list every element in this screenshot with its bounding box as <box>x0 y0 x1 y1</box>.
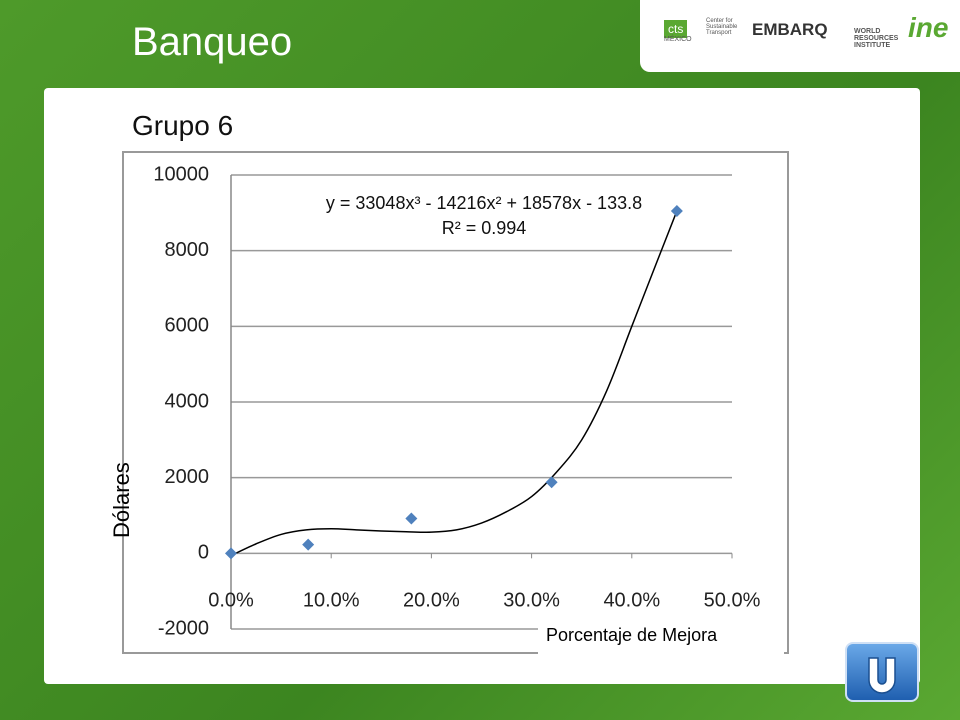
trendline <box>230 210 678 557</box>
y-tick-label: 6000 <box>165 315 210 337</box>
slide-title: Banqueo <box>132 20 293 64</box>
x-tick-label: 0.0% <box>208 590 254 612</box>
x-tick-label: 40.0% <box>603 590 660 612</box>
back-button[interactable] <box>845 642 919 702</box>
logo-text: ine <box>908 12 949 43</box>
x-tick-label: 20.0% <box>403 590 460 612</box>
data-point <box>405 512 418 525</box>
y-tick-label: 2000 <box>165 466 210 488</box>
logo-text: Center for Sustainable Transport <box>706 18 738 36</box>
y-tick-label: -2000 <box>158 617 209 639</box>
trend-equation: R² = 0.994 <box>442 218 527 238</box>
y-axis-label: Dólares <box>109 462 134 538</box>
subtitle: Grupo 6 <box>132 110 234 141</box>
x-axis-label: Porcentaje de Mejora <box>538 620 784 676</box>
trend-equation: y = 33048x³ - 14216x² + 18578x - 133.8 <box>326 193 642 213</box>
data-point <box>302 538 315 551</box>
x-tick-label: 30.0% <box>503 590 560 612</box>
logo-text: WORLD RESOURCES INSTITUTE <box>854 28 899 49</box>
y-tick-label: 8000 <box>165 239 210 261</box>
data-point <box>545 476 558 489</box>
data-point <box>225 547 237 560</box>
logo-text: EMBARQ <box>752 20 828 39</box>
x-tick-label: 50.0% <box>704 590 761 612</box>
logo-text: cts <box>664 20 688 38</box>
y-tick-label: 10000 <box>153 163 209 185</box>
y-tick-label: 0 <box>198 542 209 564</box>
y-tick-label: 4000 <box>165 390 210 412</box>
logo-bar: cts MÉXICO Center for Sustainable Transp… <box>640 0 960 72</box>
data-point <box>670 204 683 217</box>
back-icon <box>868 657 896 694</box>
logo-text: MÉXICO <box>664 36 692 43</box>
x-tick-label: 10.0% <box>303 590 360 612</box>
